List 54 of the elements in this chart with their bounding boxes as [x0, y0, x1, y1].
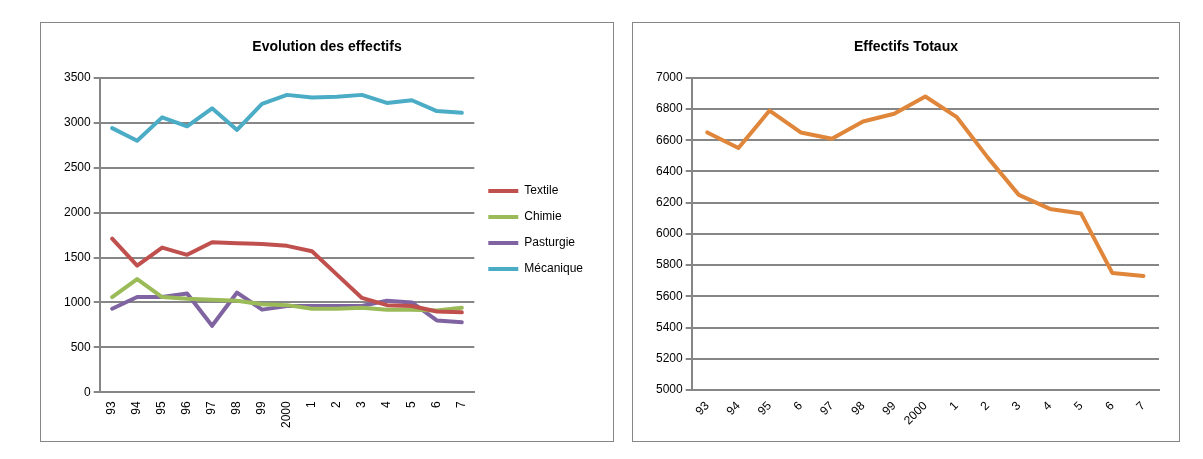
y-tick-label: 0 [84, 384, 92, 399]
y-tick-label: 3500 [63, 70, 92, 85]
x-tick-label: 98 [229, 400, 244, 415]
y-tick-label: 1500 [63, 249, 92, 264]
x-tick-label: 4 [1039, 398, 1055, 414]
x-tick-label: 7 [1133, 398, 1149, 414]
x-tick-label: 93 [692, 398, 712, 418]
y-tick-label: 7000 [655, 70, 684, 85]
x-tick-label: 94 [129, 400, 144, 415]
x-tick-label: 97 [817, 398, 837, 418]
x-tick-label: 7 [454, 400, 469, 408]
x-tick-label: 98 [848, 398, 868, 418]
y-tick-label: 5000 [655, 382, 684, 397]
y-tick-label: 6600 [655, 132, 684, 147]
x-tick-label: 6 [790, 398, 806, 414]
y-tick-label: 5400 [655, 319, 684, 334]
x-tick-label: 93 [104, 400, 119, 415]
y-tick-label: 5600 [655, 288, 684, 303]
chart-title: Effectifs Totaux [854, 38, 959, 55]
y-tick-label: 6200 [655, 194, 684, 209]
legend-label: Chimie [524, 209, 562, 224]
x-tick-label: 1 [304, 400, 319, 408]
x-tick-label: 1 [946, 398, 962, 414]
x-tick-label: 6 [429, 400, 444, 408]
x-tick-label: 5 [404, 400, 419, 408]
x-tick-label: 2 [977, 398, 993, 414]
x-tick-label: 97 [204, 400, 219, 415]
x-tick-label: 95 [754, 398, 775, 418]
x-tick-label: 4 [379, 400, 394, 408]
y-tick-label: 500 [70, 339, 92, 354]
x-tick-label: 96 [179, 400, 194, 415]
x-tick-label: 2 [329, 400, 344, 408]
y-tick-label: 1000 [63, 294, 92, 309]
y-tick-label: 5200 [655, 351, 684, 366]
x-tick-label: 99 [254, 400, 269, 415]
x-tick-label: 3 [1008, 398, 1024, 414]
x-tick-label: 94 [723, 398, 744, 418]
y-tick-label: 2000 [63, 204, 92, 219]
x-tick-label: 3 [354, 400, 369, 408]
chart-title: Evolution des effectifs [252, 38, 402, 55]
legend-label: Textile [524, 183, 559, 198]
y-tick-label: 3000 [63, 115, 92, 130]
x-tick-label: 99 [879, 398, 899, 418]
y-tick-label: 6800 [655, 101, 684, 116]
x-tick-label: 2000 [279, 400, 294, 429]
legend-label: Pasturgie [524, 235, 576, 250]
x-tick-label: 6 [1102, 398, 1117, 414]
y-tick-label: 5800 [655, 257, 684, 272]
x-tick-label: 95 [154, 400, 169, 415]
y-tick-label: 6400 [655, 163, 684, 178]
y-tick-label: 6000 [655, 226, 684, 241]
legend-label: Mécanique [524, 261, 584, 276]
x-tick-label: 5 [1070, 398, 1086, 414]
y-tick-label: 2500 [63, 159, 92, 174]
